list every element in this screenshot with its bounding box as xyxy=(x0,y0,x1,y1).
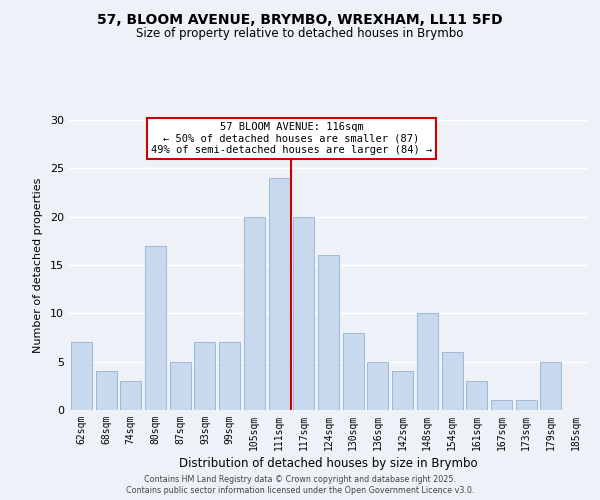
Text: Contains public sector information licensed under the Open Government Licence v3: Contains public sector information licen… xyxy=(126,486,474,495)
Bar xyxy=(194,342,215,410)
Bar xyxy=(417,314,438,410)
Bar xyxy=(269,178,290,410)
Bar xyxy=(491,400,512,410)
Bar xyxy=(442,352,463,410)
Bar xyxy=(516,400,537,410)
Y-axis label: Number of detached properties: Number of detached properties xyxy=(33,178,43,352)
Text: Contains HM Land Registry data © Crown copyright and database right 2025.: Contains HM Land Registry data © Crown c… xyxy=(144,475,456,484)
Bar xyxy=(466,381,487,410)
Bar xyxy=(293,216,314,410)
Bar xyxy=(170,362,191,410)
Bar xyxy=(541,362,562,410)
Bar xyxy=(95,372,116,410)
X-axis label: Distribution of detached houses by size in Brymbo: Distribution of detached houses by size … xyxy=(179,457,478,470)
Text: 57 BLOOM AVENUE: 116sqm
← 50% of detached houses are smaller (87)
49% of semi-de: 57 BLOOM AVENUE: 116sqm ← 50% of detache… xyxy=(151,122,432,155)
Bar xyxy=(367,362,388,410)
Bar xyxy=(71,342,92,410)
Text: Size of property relative to detached houses in Brymbo: Size of property relative to detached ho… xyxy=(136,28,464,40)
Bar xyxy=(244,216,265,410)
Bar xyxy=(343,332,364,410)
Bar xyxy=(145,246,166,410)
Text: 57, BLOOM AVENUE, BRYMBO, WREXHAM, LL11 5FD: 57, BLOOM AVENUE, BRYMBO, WREXHAM, LL11 … xyxy=(97,12,503,26)
Bar xyxy=(219,342,240,410)
Bar xyxy=(318,256,339,410)
Bar xyxy=(120,381,141,410)
Bar xyxy=(392,372,413,410)
